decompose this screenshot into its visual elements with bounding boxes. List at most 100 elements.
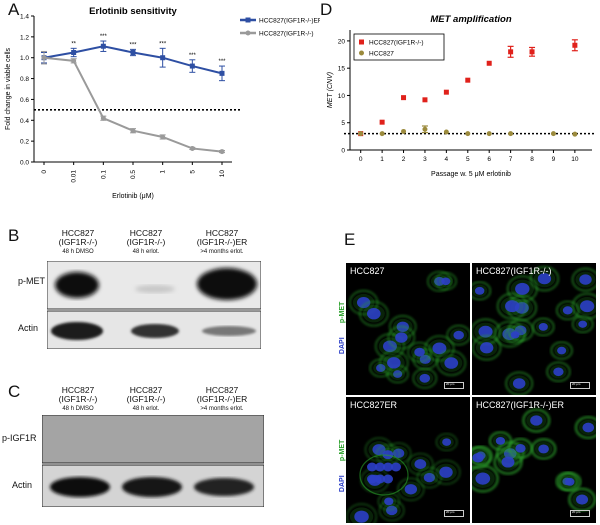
chart-d-legend-marker: [359, 50, 364, 56]
chart-a-significance-label: ***: [100, 34, 108, 40]
panel-letter-a: A: [8, 0, 20, 19]
chart-a-significance-label: ***: [218, 59, 226, 65]
panel-letter-e: E: [344, 230, 356, 249]
erlotinib-sensitivity-chart: Erlotinib sensitivity 0.0 0.2 0.4 0.6 0.8 1.0 1…: [5, 6, 320, 200]
cell-nucleus: [356, 296, 371, 309]
blot-c-lane-3-label: HCC827 (IGF1R-/-)ER >4 months erlot.: [196, 385, 248, 413]
cell-nucleus: [404, 484, 418, 495]
chart-a-y-label: Fold change in viable cells: [5, 47, 12, 130]
cell-membrane: [571, 292, 596, 320]
chart-d-x-tick-label: 2: [402, 156, 406, 163]
cell-nucleus: [562, 306, 573, 315]
cell-membrane: [472, 281, 492, 301]
blot-c-lane-1-label: HCC827 (IGF1R-/-) 48 h DMSO: [58, 385, 98, 413]
cell-nucleus: [367, 474, 377, 484]
cell-membrane: [472, 335, 502, 361]
chart-d-x-tick-label: 0: [359, 156, 363, 163]
microscopy-bottom-side-label: DAPI p-MET: [339, 440, 346, 492]
chart-d-x-tick-label: 1: [380, 156, 384, 163]
cell-nucleus: [515, 444, 526, 453]
cell-nucleus: [382, 450, 394, 460]
cell-nucleus: [479, 342, 494, 354]
panel-letter-c: C: [8, 382, 21, 401]
cell-membrane: [346, 503, 377, 523]
chart-d-x-tick-label: 7: [509, 156, 513, 163]
chart-d-point: [572, 42, 578, 48]
blot-b-row-pmet-label: p-MET: [18, 276, 45, 286]
chart-a-point: [189, 145, 195, 151]
blot-c-lane-2-label: HCC827 (IGF1R-/-) 48 h erlot.: [126, 385, 166, 413]
chart-d-legend-label: HCC827(IGF1R-/-): [369, 40, 424, 47]
chart-a-x-tick-label: 1: [160, 170, 167, 174]
met-amplification-chart: MET amplification 0 5 10 15 20 0 1 2 3 4 5 6 7 8 9 10 Pas…: [327, 14, 596, 178]
chart-a-significance-label: **: [71, 41, 76, 47]
chart-a-point: [100, 43, 106, 49]
cell-membrane: [556, 300, 580, 321]
chart-d-point: [550, 131, 556, 137]
cell-membrane: [529, 266, 560, 292]
cell-membrane: [546, 361, 571, 382]
cell-nucleus: [537, 273, 552, 285]
chart-d-x-tick-label: 4: [445, 156, 449, 163]
chart-a-significance-label: ***: [159, 41, 167, 47]
chart-d-x-tick-label: 6: [487, 156, 491, 163]
chart-d-x-label: Passage w. 5 μM erlotinib: [431, 171, 511, 178]
cell-membrane: [488, 431, 513, 451]
cell-membrane: [505, 371, 534, 395]
cell-nucleus: [432, 342, 447, 355]
chart-d-x-tick-label: 8: [530, 156, 534, 163]
cell-nucleus: [474, 286, 485, 295]
cell-nucleus: [501, 456, 515, 468]
chart-d-x-tick-label: 5: [466, 156, 470, 163]
pmet-side-label-top: p-MET: [339, 302, 346, 324]
cell-nucleus: [576, 494, 589, 505]
micrograph-hcc827-igf1r-ko-er: HCC827(IGF1R-/-)ER 20 μm: [472, 397, 596, 523]
chart-d-point: [465, 77, 471, 83]
cell-membrane: [571, 315, 594, 334]
cell-nucleus: [442, 438, 452, 446]
chart-a-point: [219, 70, 225, 76]
chart-d-point: [508, 131, 514, 137]
chart-d-title: MET amplification: [430, 14, 511, 25]
cell-membrane: [387, 325, 416, 350]
chart-d-y-tick-label: 5: [341, 120, 345, 127]
cell-nucleus: [383, 462, 393, 472]
cell-membrane: [550, 341, 573, 360]
chart-d-point: [443, 89, 449, 95]
cell-nucleus: [472, 453, 484, 463]
chart-a-y-tick-label: 0.2: [20, 139, 29, 146]
cell-nucleus: [395, 332, 408, 343]
panel-letter-b: B: [8, 226, 20, 245]
cell-nucleus: [414, 459, 427, 469]
cell-nucleus: [354, 510, 369, 523]
micrograph-hcc827-igf1r-ko: HCC827(IGF1R-/-) 20 μm: [472, 263, 596, 395]
cell-nucleus: [478, 325, 493, 338]
cell-nucleus: [367, 462, 377, 472]
chart-d-point: [486, 60, 492, 66]
chart-a-point: [130, 128, 136, 134]
blot-c-image: [42, 415, 264, 507]
chart-a-point: [41, 55, 47, 61]
cell-nucleus: [578, 320, 588, 328]
chart-d-y-label: MET (CNV): [327, 72, 334, 108]
chart-d-x-tick-label: 3: [423, 156, 427, 163]
cell-nucleus: [557, 346, 567, 355]
cell-membrane: [435, 433, 458, 451]
cell-nucleus: [392, 448, 405, 458]
blot-b-lane-2-label: HCC827 (IGF1R-/-) 48 h erlot.: [126, 228, 166, 256]
cell-nucleus: [565, 477, 575, 486]
chart-a-y-tick-label: 0.6: [20, 97, 29, 104]
cell-nucleus: [419, 373, 431, 383]
cell-nucleus: [553, 367, 564, 377]
cell-nucleus: [439, 466, 453, 478]
blot-c-row-pigf1r-label: p-IGF1R: [2, 433, 37, 443]
chart-d-x-tick-label: 9: [552, 156, 556, 163]
cell-nucleus: [375, 462, 385, 472]
cell-membrane: [416, 467, 442, 489]
chart-d-point: [443, 129, 449, 135]
chart-d-legend-box: [353, 33, 445, 61]
chart-d-point: [379, 131, 385, 137]
chart-a-point: [130, 50, 136, 55]
micrograph-hcc827-label: HCC827: [350, 266, 385, 276]
chart-d-y-tick-label: 20: [338, 38, 346, 45]
